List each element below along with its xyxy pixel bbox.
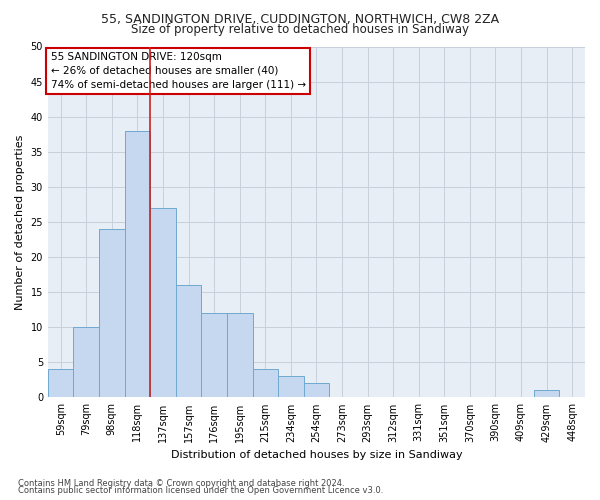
Bar [176, 285, 202, 398]
Bar [278, 376, 304, 398]
Bar [48, 370, 73, 398]
Bar [304, 384, 329, 398]
Bar [73, 327, 99, 398]
X-axis label: Distribution of detached houses by size in Sandiway: Distribution of detached houses by size … [170, 450, 462, 460]
Y-axis label: Number of detached properties: Number of detached properties [15, 134, 25, 310]
Text: Size of property relative to detached houses in Sandiway: Size of property relative to detached ho… [131, 22, 469, 36]
Bar [534, 390, 559, 398]
Bar [99, 229, 125, 398]
Bar [125, 130, 150, 398]
Text: 55, SANDINGTON DRIVE, CUDDINGTON, NORTHWICH, CW8 2ZA: 55, SANDINGTON DRIVE, CUDDINGTON, NORTHW… [101, 12, 499, 26]
Bar [227, 313, 253, 398]
Text: Contains public sector information licensed under the Open Government Licence v3: Contains public sector information licen… [18, 486, 383, 495]
Bar [253, 370, 278, 398]
Bar [202, 313, 227, 398]
Text: 55 SANDINGTON DRIVE: 120sqm
← 26% of detached houses are smaller (40)
74% of sem: 55 SANDINGTON DRIVE: 120sqm ← 26% of det… [50, 52, 306, 90]
Bar [150, 208, 176, 398]
Text: Contains HM Land Registry data © Crown copyright and database right 2024.: Contains HM Land Registry data © Crown c… [18, 478, 344, 488]
